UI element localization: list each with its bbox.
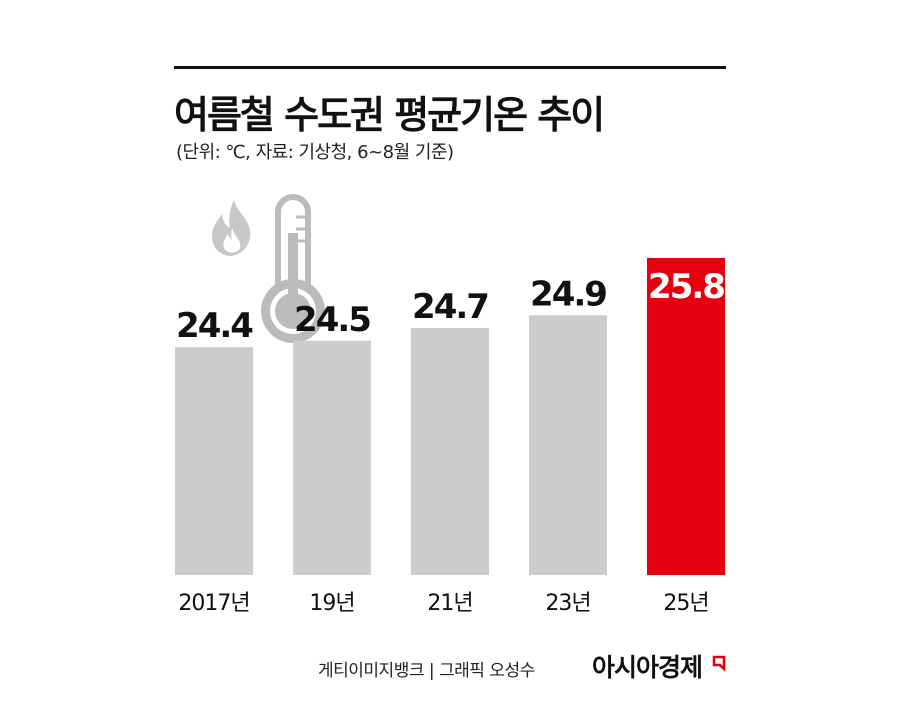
value-label-4: 25.8 [648,267,724,307]
category-label-4: 25년 [663,591,708,616]
top-rule [174,66,726,69]
bar-0 [175,347,253,575]
value-label-3: 24.9 [530,274,606,314]
credit-text: 게티이미지뱅크 | 그래픽 오성수 [318,661,535,681]
bar-4 [647,258,725,575]
chart-title: 여름철 수도권 평균기온 추이 [174,93,605,137]
category-label-0: 2017년 [178,591,249,616]
value-label-2: 24.7 [412,287,488,327]
chart-subtitle: (단위: ℃, 자료: 기상청, 6~8월 기준) [176,142,454,163]
category-label-3: 23년 [545,591,590,616]
bar-1 [293,340,371,575]
thermometer-icon [261,194,325,343]
value-label-1: 24.5 [294,300,370,340]
bar-3 [529,315,607,575]
value-label-0: 24.4 [176,306,253,346]
flame-icon [212,200,251,256]
brand-name: 아시아경제 [592,653,703,682]
bar-2 [411,328,489,575]
brand-mark-icon [712,655,726,671]
category-label-1: 19년 [309,591,354,616]
category-label-2: 21년 [427,591,472,616]
